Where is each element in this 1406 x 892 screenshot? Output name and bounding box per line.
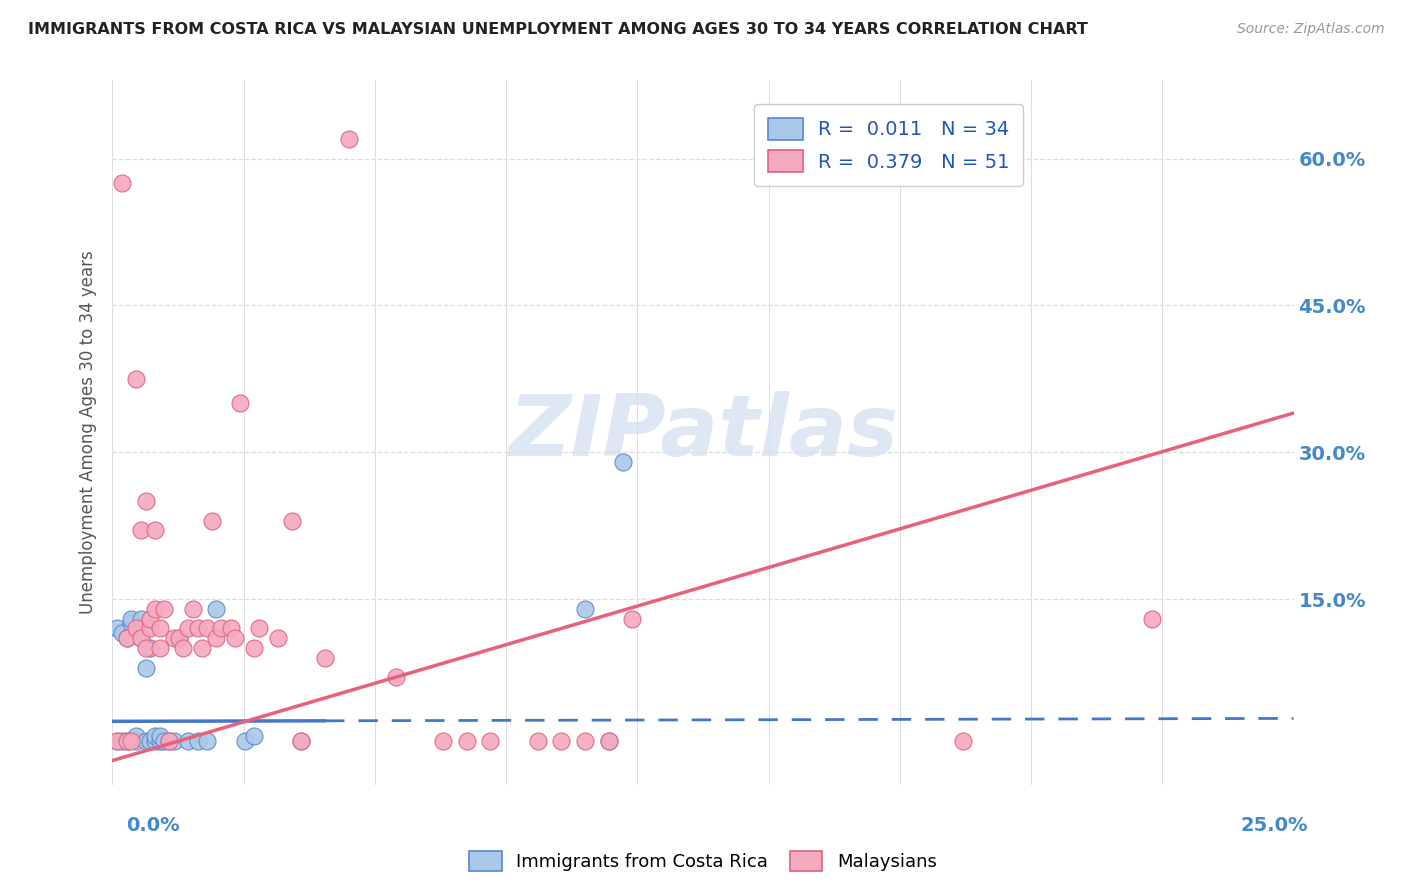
Point [167, 631, 190, 645]
Point [135, 660, 157, 674]
Point [290, 734, 312, 748]
Point [135, 734, 157, 748]
Point [125, 729, 148, 743]
Point [143, 524, 166, 538]
Point [139, 734, 162, 748]
Point [526, 734, 548, 748]
Point [143, 734, 166, 748]
Point [598, 734, 620, 748]
Point [143, 602, 166, 616]
Point [157, 734, 180, 748]
Point [153, 734, 176, 748]
Point [267, 631, 290, 645]
Point [479, 734, 502, 748]
Point [105, 734, 128, 748]
Point [125, 621, 148, 635]
Point [229, 396, 252, 410]
Point [177, 621, 200, 635]
Point [149, 640, 172, 655]
Point [574, 602, 596, 616]
Point [149, 734, 172, 748]
Point [111, 176, 134, 190]
Point [432, 734, 454, 748]
Point [181, 602, 204, 616]
Point [105, 734, 128, 748]
Point [209, 621, 232, 635]
Legend: R =  0.011   N = 34, R =  0.379   N = 51: R = 0.011 N = 34, R = 0.379 N = 51 [754, 104, 1024, 186]
Point [1140, 611, 1163, 625]
Point [163, 631, 186, 645]
Point [224, 631, 246, 645]
Point [952, 734, 974, 748]
Point [129, 631, 152, 645]
Point [135, 494, 157, 508]
Point [195, 734, 218, 748]
Point [574, 734, 596, 748]
Point [205, 631, 228, 645]
Point [115, 631, 138, 645]
Point [129, 611, 152, 625]
Point [125, 734, 148, 748]
Text: ZIPatlas: ZIPatlas [508, 391, 898, 475]
Point [550, 734, 572, 748]
Point [120, 616, 142, 631]
Point [115, 734, 138, 748]
Legend: Immigrants from Costa Rica, Malaysians: Immigrants from Costa Rica, Malaysians [463, 844, 943, 879]
Point [243, 640, 266, 655]
Point [143, 729, 166, 743]
Point [105, 621, 128, 635]
Text: 25.0%: 25.0% [1240, 816, 1308, 835]
Point [281, 514, 304, 528]
Point [115, 734, 138, 748]
Point [139, 621, 162, 635]
Y-axis label: Unemployment Among Ages 30 to 34 years: Unemployment Among Ages 30 to 34 years [79, 251, 97, 615]
Point [125, 372, 148, 386]
Point [621, 611, 644, 625]
Point [337, 132, 360, 146]
Point [157, 734, 180, 748]
Point [201, 514, 224, 528]
Point [167, 631, 190, 645]
Point [115, 631, 138, 645]
Point [163, 734, 186, 748]
Point [385, 670, 408, 684]
Point [612, 455, 634, 469]
Point [129, 631, 152, 645]
Point [149, 729, 172, 743]
Point [111, 626, 134, 640]
Point [243, 729, 266, 743]
Point [598, 734, 620, 748]
Point [290, 734, 312, 748]
Text: 0.0%: 0.0% [127, 816, 180, 835]
Point [314, 650, 336, 665]
Point [247, 621, 270, 635]
Point [120, 734, 142, 748]
Point [135, 640, 157, 655]
Text: Source: ZipAtlas.com: Source: ZipAtlas.com [1237, 22, 1385, 37]
Point [205, 602, 228, 616]
Point [186, 734, 208, 748]
Point [172, 640, 194, 655]
Point [177, 734, 200, 748]
Point [139, 640, 162, 655]
Point [111, 734, 134, 748]
Point [153, 602, 176, 616]
Point [186, 621, 208, 635]
Point [191, 640, 214, 655]
Point [139, 611, 162, 625]
Point [129, 524, 152, 538]
Point [219, 621, 242, 635]
Point [233, 734, 256, 748]
Text: IMMIGRANTS FROM COSTA RICA VS MALAYSIAN UNEMPLOYMENT AMONG AGES 30 TO 34 YEARS C: IMMIGRANTS FROM COSTA RICA VS MALAYSIAN … [28, 22, 1088, 37]
Point [120, 611, 142, 625]
Point [456, 734, 478, 748]
Point [149, 621, 172, 635]
Point [195, 621, 218, 635]
